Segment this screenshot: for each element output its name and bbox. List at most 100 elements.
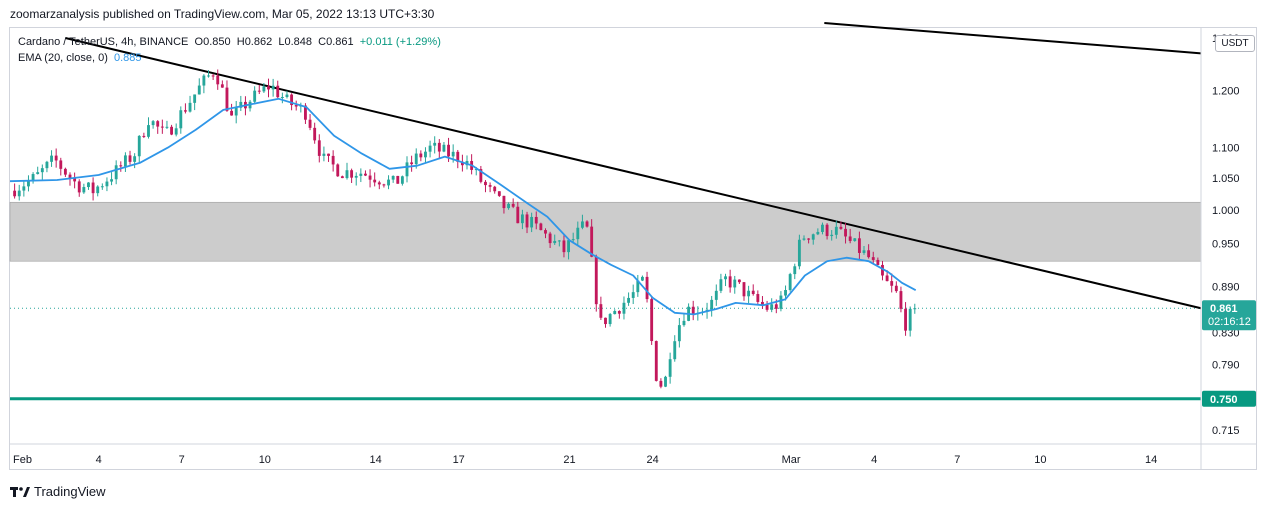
candle-body [788,274,792,291]
candle-body [857,238,861,253]
candle [756,290,760,305]
candle [40,164,44,180]
candle-body [590,226,594,257]
candle [622,296,626,320]
candle-body [520,214,524,224]
candle-body [437,142,441,152]
candle [13,183,17,199]
high-label: H [236,36,245,48]
candle [50,150,53,167]
candle-body [225,87,229,111]
candle-body [123,155,127,167]
candle [742,281,746,301]
y-tick-label: 0.715 [1212,425,1240,437]
candle-body [220,84,224,88]
candle-body [691,306,695,315]
candle-body [331,155,335,165]
candle-body [170,126,174,135]
candle-body [488,185,492,187]
candle-body [13,190,17,197]
candle-body [456,151,460,162]
candle [391,175,395,183]
candle [724,273,727,287]
candle-body [368,175,372,180]
candle-body [770,304,774,310]
x-tick-label: 4 [871,454,877,466]
candle-body [585,221,589,227]
candle [853,238,857,242]
x-tick-label: 7 [179,454,185,466]
candle-body [562,240,566,253]
candle [627,292,631,306]
x-tick-label: 21 [563,454,575,466]
candle [405,156,409,183]
candle-body [797,239,801,267]
candle-body [40,168,44,173]
x-tick-label: 10 [259,454,271,466]
candle-body [188,102,192,112]
candle [183,103,187,114]
candle [456,149,460,169]
trendline-2 [824,22,1202,55]
candle [502,195,506,214]
candle-body [761,301,764,305]
candle-body [313,127,317,141]
candle [59,157,63,176]
candle [710,295,714,317]
candle-body [271,85,275,90]
candle [834,220,838,239]
ema-legend[interactable]: EMA (20, close, 0) 0.885 [18,52,142,64]
candle-body [147,125,150,137]
resistance-zone [9,201,1202,262]
candle [165,120,169,130]
candle-body [428,145,432,152]
symbol-legend[interactable]: Cardano / TetherUS, 4h, BINANCE O0.850 H… [18,36,441,48]
high-value: 0.862 [244,36,273,48]
candle-body [207,75,210,77]
candle [636,274,640,297]
candle [442,141,446,153]
candle-body [211,75,215,77]
candle [359,168,363,183]
candle [899,286,903,313]
candle-body [391,175,395,180]
candle-body [87,182,90,188]
candle-body [82,187,86,193]
candle-body [364,173,367,176]
candle-body [497,191,501,196]
candle-body [516,206,520,224]
candle [737,279,741,285]
candle [844,223,847,244]
candle [91,177,95,201]
candle [580,214,584,230]
candle [174,123,178,137]
candle-body [382,184,386,186]
candle [761,296,764,309]
candle [807,238,811,244]
candle-body [193,94,197,103]
change-value: +0.011 (+1.29%) [359,36,441,48]
candle [234,100,238,124]
last-price-badge [1202,300,1256,331]
candle-body [834,226,838,235]
candle [673,335,677,362]
candle [802,235,806,241]
candle [96,185,100,197]
currency-unit-button[interactable]: USDT [1215,35,1255,52]
candle-body [17,190,21,197]
candle [765,300,769,312]
candle-body [650,299,654,342]
candle [239,95,243,112]
candle-body [230,110,234,116]
x-tick-label: 14 [369,454,381,466]
candle-body [599,304,603,318]
candle-body [105,181,109,187]
candle [613,309,617,315]
candle-body [31,174,35,181]
last-price-badge-value: 0.861 [1210,303,1238,315]
candle [27,175,30,192]
tradingview-logo[interactable]: TradingView [10,484,106,499]
candle-body [871,257,875,260]
candle [262,83,266,93]
